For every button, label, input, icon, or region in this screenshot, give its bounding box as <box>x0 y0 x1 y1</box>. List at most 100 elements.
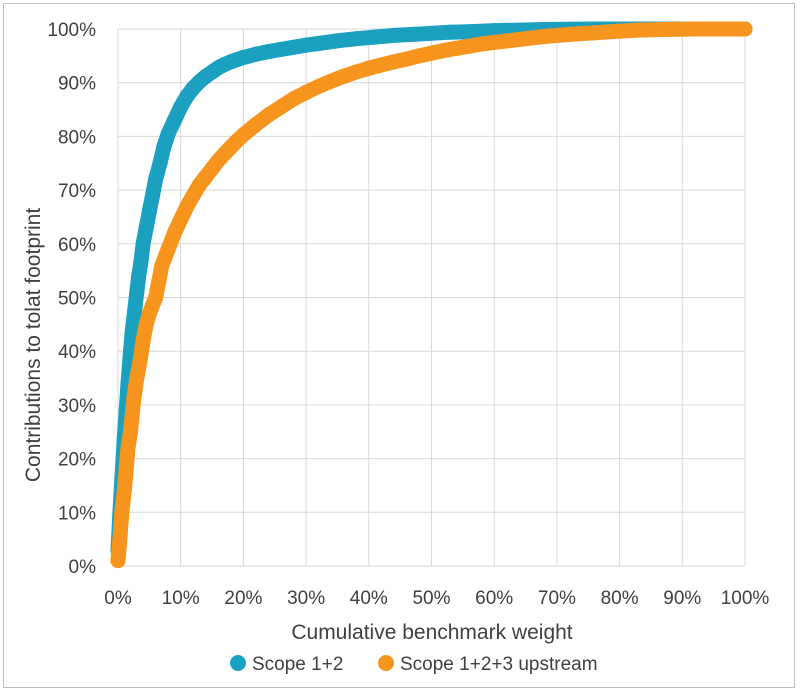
data-point <box>424 25 439 41</box>
data-point <box>160 126 176 142</box>
data-point <box>112 531 128 547</box>
data-point <box>261 107 276 123</box>
data-point <box>386 27 402 43</box>
data-point <box>323 73 339 89</box>
data-point <box>110 553 126 569</box>
data-point <box>461 38 477 54</box>
data-point <box>311 36 327 51</box>
x-tick-label: 90% <box>663 588 701 609</box>
y-tick-label: 10% <box>58 503 96 524</box>
data-point <box>148 171 164 187</box>
y-tick-label: 100% <box>47 20 96 41</box>
x-axis-ticks: 0% 10% 20% 30% 40% 50% 60% 70% 80% 90% 100% <box>104 588 769 609</box>
data-point <box>298 84 314 100</box>
data-point <box>536 29 552 44</box>
legend: Scope 1+2 Scope 1+2+3 upstream <box>230 654 598 675</box>
data-point <box>737 21 753 37</box>
data-point <box>424 45 439 61</box>
data-point <box>114 504 130 520</box>
legend-marker-scope-1-2 <box>230 655 246 671</box>
series-1 <box>110 21 753 569</box>
data-point <box>329 33 345 49</box>
y-tick-label: 20% <box>58 450 96 471</box>
data-point <box>116 483 132 499</box>
data-point <box>630 22 646 38</box>
y-tick-label: 50% <box>58 289 96 310</box>
data-point <box>248 117 264 133</box>
data-point <box>486 23 502 39</box>
data-point <box>160 241 176 257</box>
data-point <box>135 236 151 252</box>
data-point <box>145 188 160 203</box>
data-point <box>173 212 189 228</box>
x-tick-label: 40% <box>350 588 388 609</box>
data-point <box>118 461 134 477</box>
data-point <box>141 204 157 220</box>
data-point <box>561 26 577 42</box>
data-point <box>336 68 352 84</box>
data-point <box>138 220 154 236</box>
data-point <box>261 44 276 60</box>
data-point <box>131 268 147 284</box>
data-point <box>120 440 136 456</box>
data-point <box>587 25 602 41</box>
data-point <box>687 21 703 37</box>
data-point <box>612 23 628 39</box>
y-tick-label: 0% <box>69 557 97 578</box>
data-point <box>367 29 383 45</box>
data-point <box>461 24 477 40</box>
legend-marker-scope-1-2-3-upstream <box>378 655 394 671</box>
data-point <box>273 99 289 115</box>
x-axis-title: Cumulative benchmark weight <box>291 621 572 644</box>
data-point <box>248 46 264 62</box>
y-tick-label: 40% <box>58 342 96 363</box>
data-point <box>124 322 140 338</box>
data-point <box>474 36 490 52</box>
data-point <box>129 284 145 300</box>
legend-label-scope-1-2: Scope 1+2 <box>252 654 343 675</box>
x-tick-label: 20% <box>224 588 262 609</box>
legend-label-scope-1-2-3-upstream: Scope 1+2+3 upstream <box>400 654 598 675</box>
data-point <box>154 257 170 273</box>
y-axis-ticks: 0% 10% 20% 30% 40% 50% 60% 70% 80% 90% 100% <box>47 20 96 578</box>
y-tick-label: 80% <box>58 127 96 148</box>
data-point <box>518 31 533 47</box>
data-point <box>436 43 452 58</box>
x-tick-label: 10% <box>162 588 200 609</box>
data-point <box>273 41 289 57</box>
y-tick-label: 30% <box>58 396 96 417</box>
data-point <box>129 370 145 386</box>
data-point <box>156 139 172 155</box>
x-tick-label: 0% <box>104 588 132 609</box>
y-tick-label: 90% <box>58 74 96 95</box>
data-point <box>361 60 377 76</box>
series-layer <box>110 21 753 569</box>
data-point <box>152 155 168 171</box>
x-tick-label: 60% <box>475 588 513 609</box>
data-point <box>151 273 167 289</box>
data-point <box>298 37 314 53</box>
x-tick-label: 30% <box>287 588 325 609</box>
data-point <box>386 54 402 70</box>
data-point <box>126 392 142 407</box>
data-point <box>132 354 148 370</box>
data-point <box>405 26 421 42</box>
data-point <box>656 22 671 37</box>
data-point <box>398 51 414 67</box>
data-point <box>123 424 138 440</box>
data-point <box>235 127 251 143</box>
x-tick-label: 100% <box>721 588 770 609</box>
data-point <box>712 21 728 37</box>
x-tick-label: 70% <box>538 588 576 609</box>
data-point <box>166 112 182 128</box>
data-point <box>135 333 151 348</box>
data-point <box>148 290 164 305</box>
data-point <box>286 39 302 55</box>
data-point <box>166 225 182 241</box>
data-point <box>442 24 458 40</box>
data-point <box>348 64 364 80</box>
data-point <box>286 91 302 107</box>
gridlines <box>117 28 746 567</box>
x-tick-label: 50% <box>412 588 450 609</box>
